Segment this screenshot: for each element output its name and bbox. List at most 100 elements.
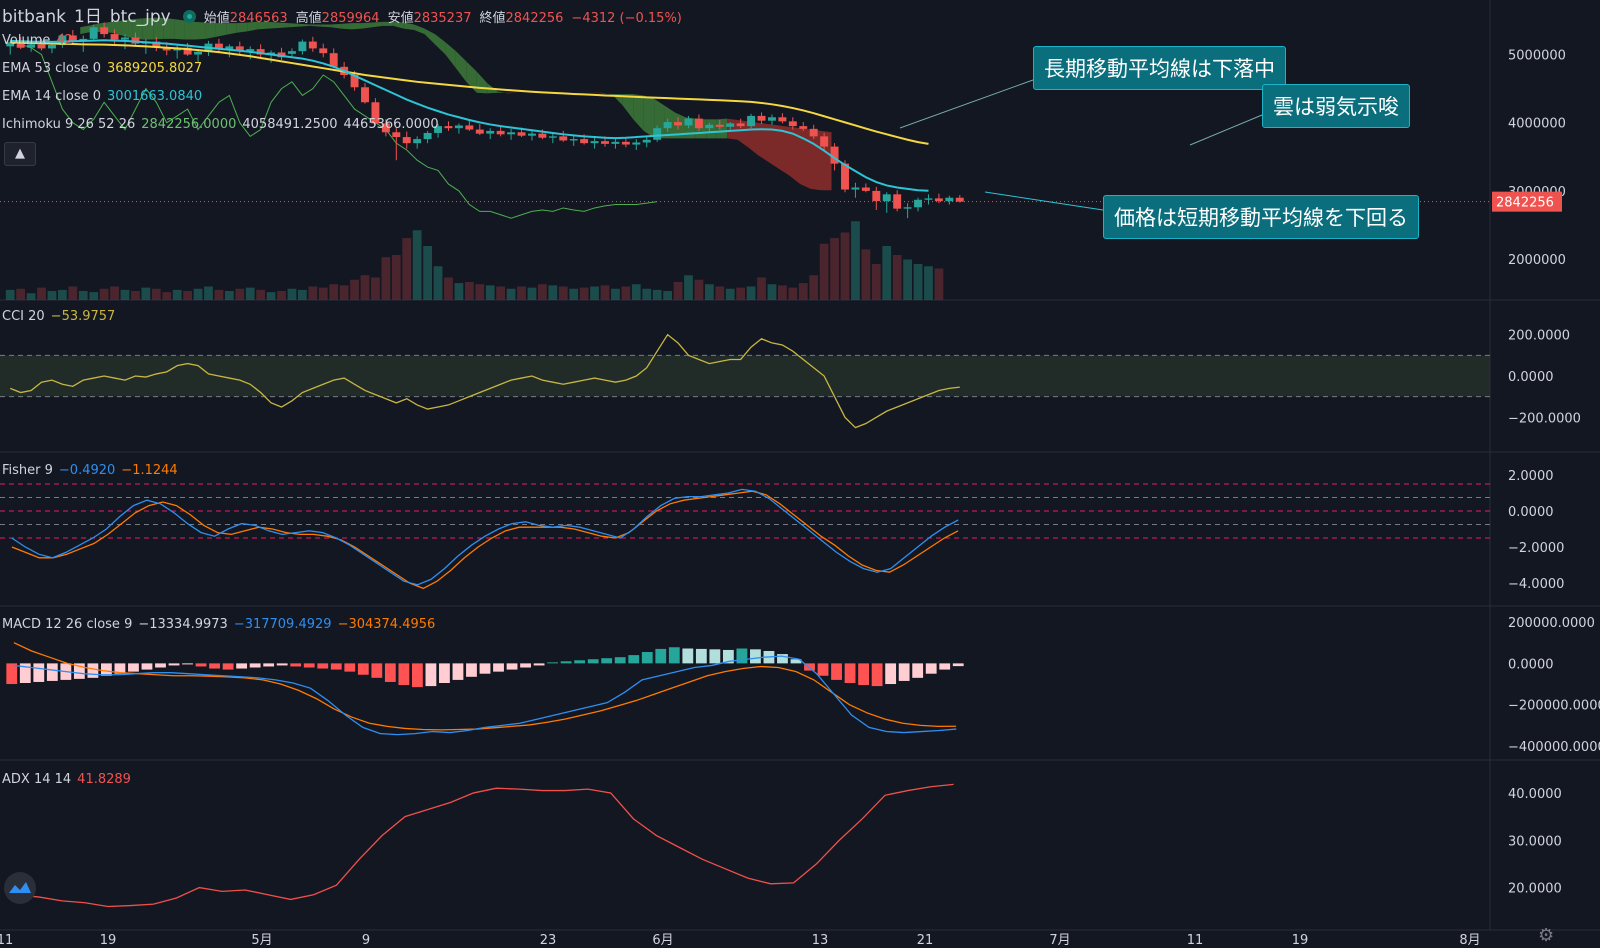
volume-legend[interactable]: Volume 42: [2, 33, 79, 48]
volume-bar: [120, 289, 130, 300]
time-tick-label: 11: [0, 933, 13, 948]
volume-bar: [538, 284, 547, 300]
macd-histogram-bar: [722, 649, 734, 664]
time-tick-label: 9: [362, 933, 370, 948]
candle-body: [559, 136, 568, 141]
macd-histogram-bar: [195, 663, 207, 667]
macd-histogram-bar: [384, 663, 396, 682]
volume-bar: [830, 238, 839, 300]
ichimoku-legend[interactable]: Ichimoku 9 26 52 26 2842256.0000 4058491.2…: [2, 117, 445, 132]
gear-icon[interactable]: ⚙: [1538, 925, 1555, 946]
time-tick-label: 19: [1292, 933, 1309, 948]
volume-bar: [736, 287, 746, 300]
candle-body: [642, 139, 651, 143]
ichimoku-cloud-segment: [163, 17, 175, 39]
macd-histogram-bar: [614, 657, 626, 664]
candle-body: [914, 199, 923, 208]
callout-price[interactable]: 価格は短期移動平均線を下回る: [1103, 195, 1419, 239]
ema14-legend[interactable]: EMA 14 close 0 3001663.0840: [2, 89, 208, 104]
candle-body: [225, 46, 234, 50]
macd-histogram-bar: [587, 659, 599, 664]
candle-body: [747, 115, 756, 127]
volume-bar: [517, 286, 526, 300]
candle-body: [194, 51, 203, 55]
macd-legend[interactable]: MACD 12 26 close 9 −13334.9973 −317709.492…: [2, 617, 441, 632]
callout-cloud[interactable]: 雲は弱気示唆: [1262, 84, 1410, 128]
collapse-legend-button[interactable]: ▲: [4, 142, 36, 166]
candle-body: [319, 48, 328, 54]
candle-body: [726, 123, 735, 127]
fisher-legend-v2: −1.1244: [121, 463, 178, 478]
cci-legend-value: −53.9757: [50, 309, 116, 324]
macd-histogram-bar: [912, 663, 924, 678]
macd-histogram-bar: [209, 663, 220, 669]
macd-histogram-bar: [601, 658, 613, 664]
candle-body: [601, 141, 609, 144]
macd-histogram-bar: [114, 663, 126, 674]
candle-body: [47, 45, 56, 49]
cci-line: [9, 333, 960, 429]
volume-bar: [99, 288, 109, 300]
macd-histogram-bar: [46, 663, 58, 681]
candle-body: [6, 42, 15, 47]
volume-bar: [381, 257, 391, 300]
candle-body: [423, 132, 432, 140]
volume-bar: [673, 282, 683, 300]
macd-histogram-bar: [871, 663, 883, 687]
macd-histogram-bar: [452, 663, 464, 680]
ichimoku-cloud-segment: [174, 19, 185, 40]
ichimoku-cloud-segment: [142, 17, 154, 40]
cci-legend-name: CCI 20: [2, 309, 45, 324]
macd-histogram-bar: [790, 659, 802, 664]
candle-body: [684, 118, 693, 126]
exchange-label[interactable]: bitbank: [2, 7, 67, 27]
ichimoku-cloud-segment: [226, 23, 237, 35]
macd-histogram-bar: [682, 648, 694, 664]
ichimoku-cloud-segment: [382, 21, 394, 26]
candle-body: [674, 122, 683, 126]
cci-band: [0, 355, 1490, 397]
time-tick-label: 13: [812, 933, 829, 948]
candle-body: [298, 41, 307, 52]
macd-histogram-bar: [939, 663, 951, 670]
volume-bar: [277, 291, 286, 300]
close-value: 2842256: [505, 11, 564, 26]
ichimoku-cloud-segment: [351, 23, 362, 30]
callout-long-ma[interactable]: 長期移動平均線は下落中: [1033, 46, 1286, 90]
adx-tick-label: 40.0000: [1508, 787, 1562, 802]
macd-histogram-bar: [411, 663, 423, 688]
volume-bar: [642, 288, 652, 300]
adx-tick-label: 20.0000: [1508, 882, 1562, 897]
adx-legend[interactable]: ADX 14 14 41.8289: [2, 772, 137, 787]
chart-header: bitbank 1日 btc_jpy 始値2846563 高値2859964 安値2835…: [2, 2, 690, 27]
candle-body: [507, 132, 516, 135]
ichimoku-cloud-segment: [591, 92, 602, 94]
macd-histogram-bar: [466, 663, 477, 677]
candle-body: [882, 194, 891, 202]
candle-body: [569, 139, 578, 141]
candle-body: [757, 115, 766, 121]
candle-body: [402, 137, 411, 144]
ichimoku-cloud-segment: [435, 34, 446, 55]
macd-histogram-bar: [560, 661, 572, 664]
ema53-legend[interactable]: EMA 53 close 0 3689205.8027: [2, 61, 208, 76]
volume-bar: [851, 221, 860, 300]
tradingview-logo[interactable]: [4, 872, 36, 904]
volume-bar: [245, 287, 255, 300]
ema14-line: [10, 39, 929, 192]
fisher-legend[interactable]: Fisher 9 −0.4920 −1.1244: [2, 463, 184, 478]
macd-histogram-bar: [736, 648, 748, 664]
volume-bar: [141, 287, 151, 300]
ichimoku-cloud-segment: [288, 23, 300, 28]
volume-bar: [527, 287, 537, 300]
symbol-label[interactable]: btc_jpy: [109, 7, 171, 27]
time-tick-label: 19: [100, 933, 117, 948]
interval-label[interactable]: 1日: [74, 7, 102, 27]
volume-bar: [809, 275, 819, 300]
candle-body: [58, 35, 67, 45]
volume-bar: [506, 288, 516, 300]
volume-legend-name: Volume: [2, 33, 51, 48]
cci-legend[interactable]: CCI 20 −53.9757: [2, 309, 121, 324]
volume-bar: [172, 289, 182, 300]
candle-body: [413, 139, 422, 144]
